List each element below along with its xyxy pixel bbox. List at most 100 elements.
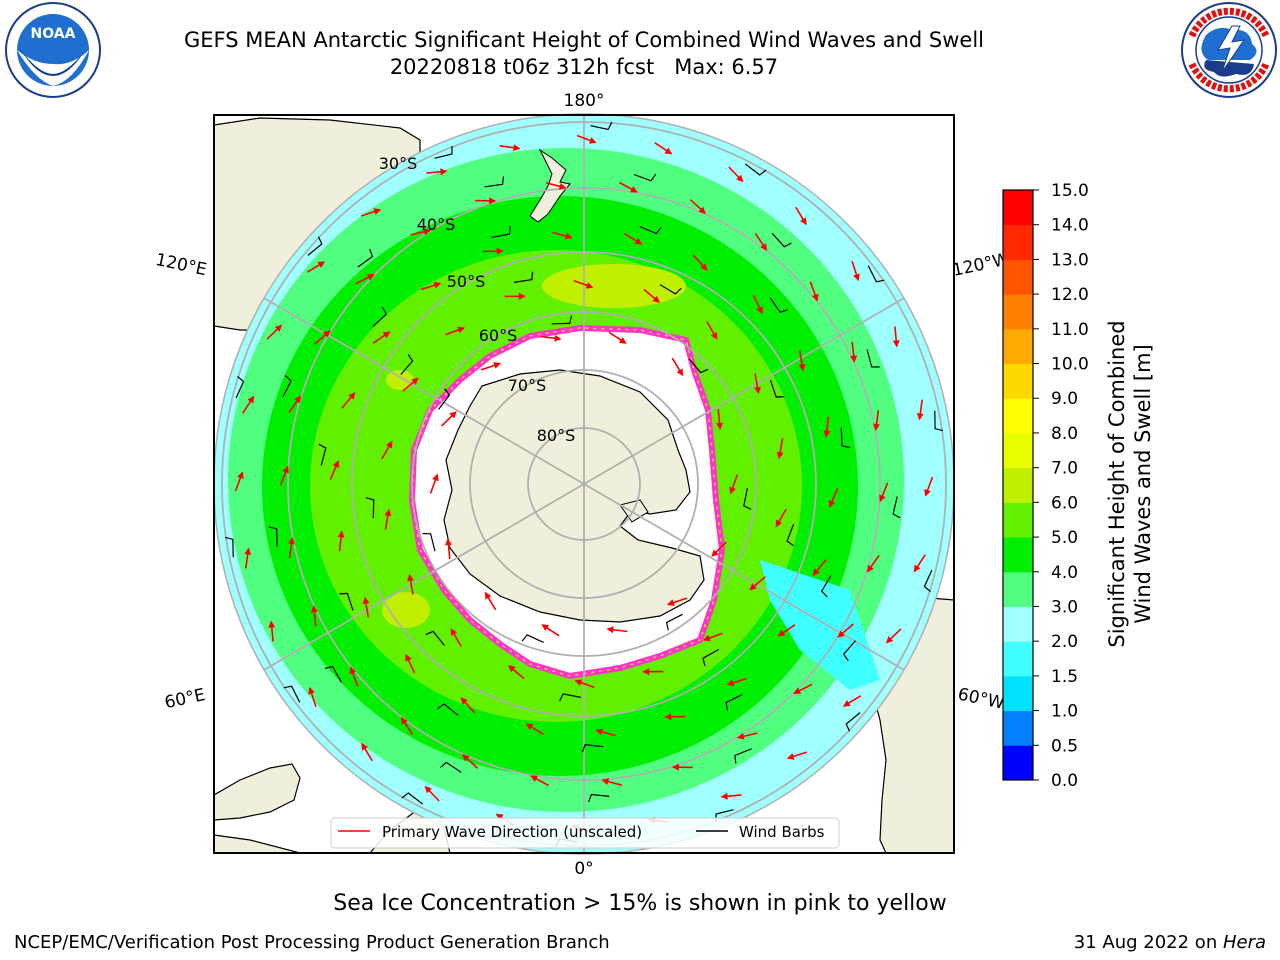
wave-arrow xyxy=(355,273,375,285)
wave-arrow xyxy=(850,341,858,363)
wave-arrow xyxy=(410,228,431,236)
wind-barb xyxy=(400,354,414,375)
colorbar-tick-label: 6.0 xyxy=(1051,493,1078,513)
wind-barb xyxy=(769,379,785,398)
colorbar-tick-label: 0.0 xyxy=(1051,771,1078,791)
wind-barb xyxy=(745,163,767,176)
wind-barb xyxy=(934,410,944,432)
wave-arrow xyxy=(706,321,718,340)
wave-arrow xyxy=(421,281,442,291)
wind-barb xyxy=(702,648,719,667)
wind-barb xyxy=(425,630,445,646)
wave-arrow xyxy=(702,632,723,642)
wave-arrow xyxy=(306,261,326,273)
footer-date-text: 31 Aug 2022 on xyxy=(1073,932,1223,953)
wave-arrow xyxy=(667,597,688,606)
wind-barb xyxy=(324,665,342,683)
wind-barb xyxy=(786,523,795,547)
wind-barb xyxy=(923,569,933,593)
wave-arrow xyxy=(314,330,331,345)
wind-barbs xyxy=(224,121,944,847)
wave-arrow xyxy=(776,438,784,460)
wave-arrow xyxy=(279,465,289,486)
wave-arrow xyxy=(885,628,902,644)
wave-arrow xyxy=(809,281,819,302)
colorbar-tick-label: 4.0 xyxy=(1051,563,1078,583)
wave-arrow xyxy=(329,460,340,480)
wave-arrow xyxy=(828,488,839,508)
colorbar-tick-label: 2.0 xyxy=(1051,632,1078,652)
wave-arrow xyxy=(671,357,684,377)
wind-barb xyxy=(842,640,856,662)
wind-barb xyxy=(820,575,832,598)
colorbar: 0.0 0.5 1.0 1.5 2.0 3.0 4.0 5.0 6.0 7.0 8.0 9.0 10.0… xyxy=(1002,181,1089,791)
lat-label-60s: 60°S xyxy=(479,326,518,345)
land-antarctica xyxy=(443,369,705,623)
wind-barb xyxy=(283,685,301,703)
colorbar-segment xyxy=(1003,571,1033,607)
wave-arrow xyxy=(552,231,573,240)
wave-arrow xyxy=(728,166,744,183)
wind-barb xyxy=(513,271,534,283)
footer-host: Hera xyxy=(1222,932,1266,953)
lat-label-70s: 70°S xyxy=(508,376,547,395)
colorbar-tick-label: 7.0 xyxy=(1051,459,1078,479)
wave-arrow xyxy=(341,392,356,409)
wave-arrow xyxy=(288,395,302,414)
wave-arrow xyxy=(664,713,686,721)
wave-arrow xyxy=(349,666,359,687)
colorbar-segment xyxy=(1003,675,1033,712)
colorbar-tick-label: 0.5 xyxy=(1051,736,1078,756)
wave-arrow xyxy=(372,331,391,344)
colorbar-segment xyxy=(1003,537,1033,573)
wave-arrow xyxy=(879,482,889,503)
wind-barb xyxy=(224,536,234,558)
wave-arrow xyxy=(777,624,796,637)
wave-arrow xyxy=(623,232,643,245)
wave-arrow xyxy=(384,508,392,530)
colorbar-segment xyxy=(1003,398,1033,434)
wind-barb xyxy=(551,315,573,325)
wave-height-field xyxy=(214,114,954,854)
wave-arrow xyxy=(754,373,761,395)
colorbar-segment xyxy=(1003,294,1033,330)
wave-arrow xyxy=(775,508,787,528)
wave-arrow xyxy=(482,247,504,255)
wind-barb xyxy=(439,761,462,773)
colorbar-segment xyxy=(1003,606,1033,642)
wave-arrow xyxy=(916,399,924,421)
wind-barb xyxy=(365,497,375,518)
colorbar-segment xyxy=(1003,259,1033,295)
colorbar-frame xyxy=(1002,189,1034,781)
wave-arrow xyxy=(798,350,806,372)
wave-arrow xyxy=(654,142,673,155)
longitude-grid xyxy=(249,114,919,854)
wave-arrow xyxy=(601,778,623,786)
wave-arrow xyxy=(444,538,452,560)
wave-arrow xyxy=(749,576,766,591)
wave-arrow xyxy=(308,686,317,708)
wave-arrow xyxy=(402,377,419,392)
wave-arrow xyxy=(793,683,813,695)
colorbar-segment xyxy=(1003,467,1033,503)
colorbar-tick-label: 15.0 xyxy=(1051,181,1089,201)
land-africa xyxy=(214,763,301,821)
wind-barb xyxy=(422,533,436,552)
wave-arrow xyxy=(892,326,900,348)
wave-arrow xyxy=(752,294,763,315)
wave-arrow xyxy=(812,559,827,576)
wind-barb xyxy=(235,375,245,399)
wind-barb xyxy=(437,703,459,716)
wave-arrow xyxy=(450,628,462,647)
wave-arrow xyxy=(480,362,501,371)
wave-arrow xyxy=(573,279,594,289)
wind-barb xyxy=(268,526,278,547)
sea-ice-caption: Sea Ice Concentration > 15% is shown in … xyxy=(333,891,947,916)
lon-label-120e: 120°E xyxy=(154,250,209,280)
wave-arrow xyxy=(541,624,560,637)
wind-barb xyxy=(357,248,374,268)
wind-barb xyxy=(892,496,901,519)
wave-arrow xyxy=(924,476,934,497)
wave-arrow xyxy=(244,547,252,569)
lon-label-60w: 60°W xyxy=(956,684,1006,713)
